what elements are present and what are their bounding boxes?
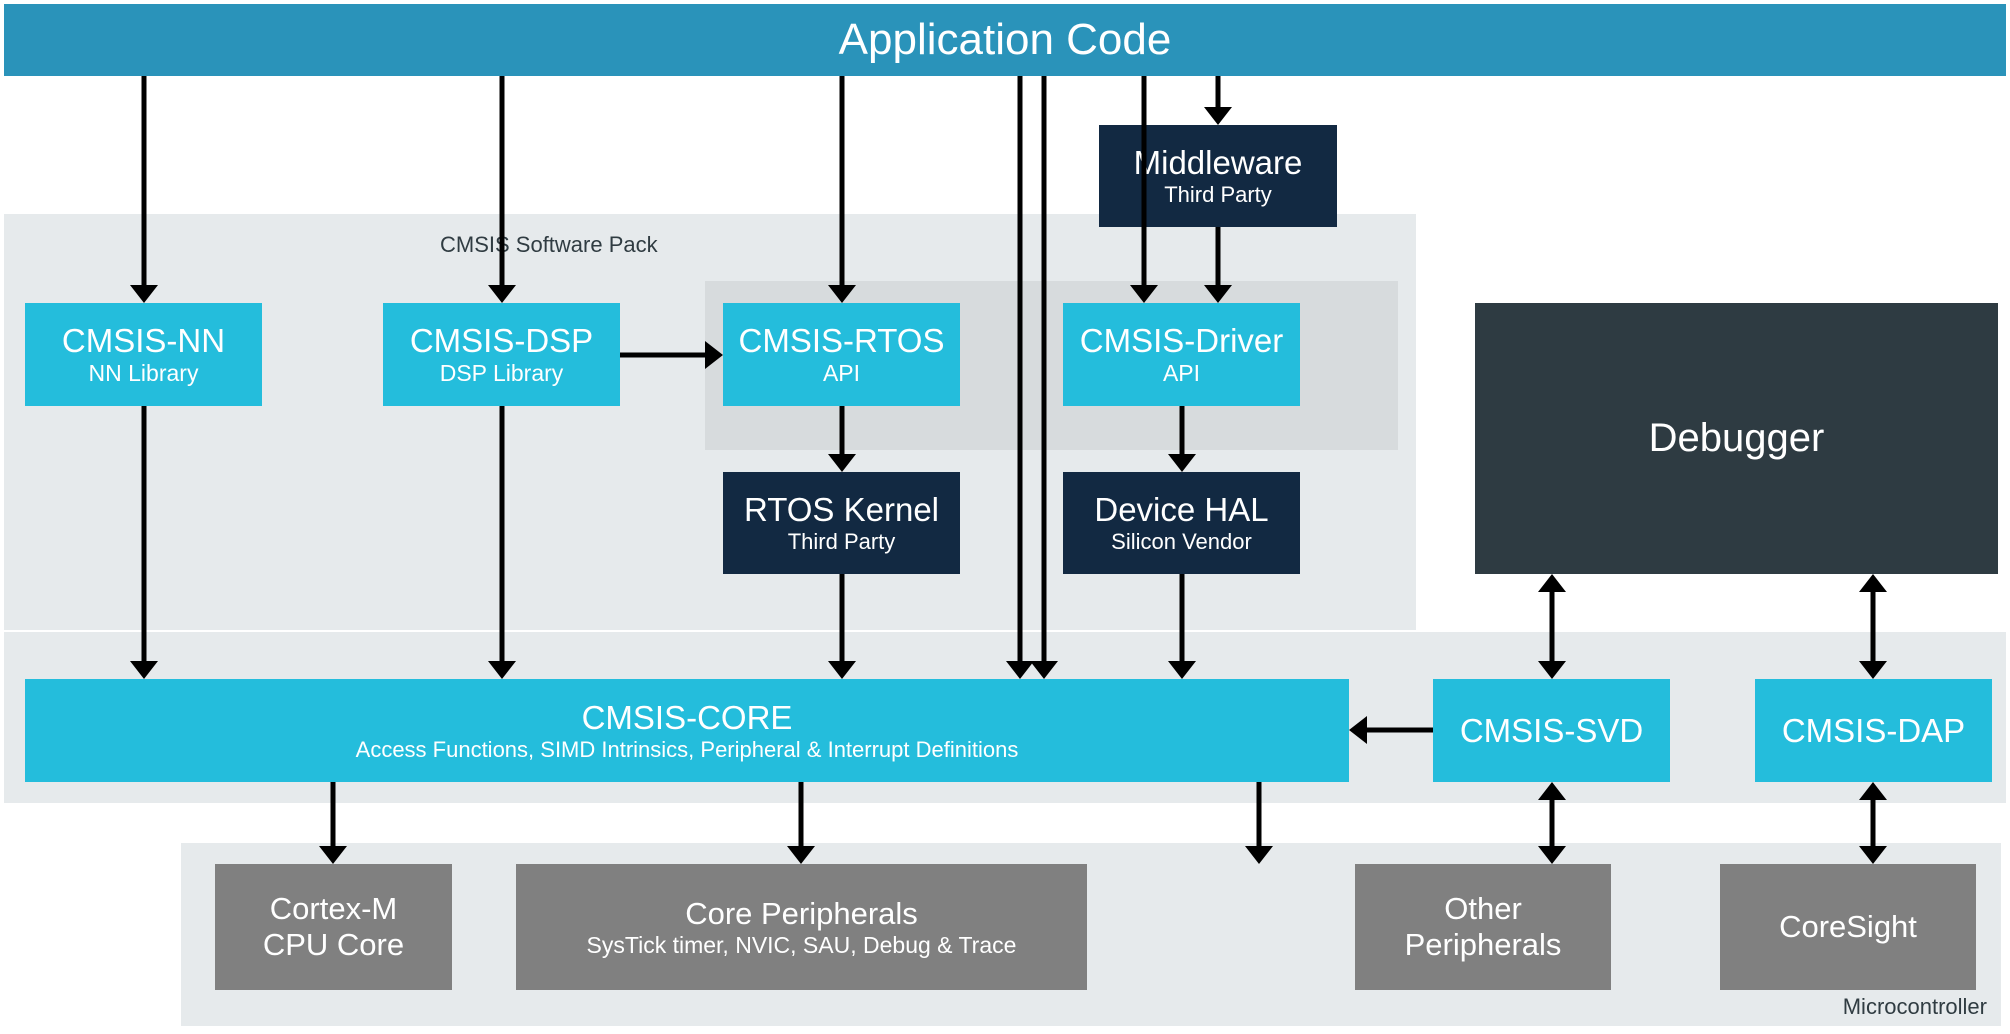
debugger-box: Debugger [1475, 303, 1998, 574]
coresight-box: CoreSight [1720, 864, 1976, 990]
cmsis-core-box: CMSIS-CORE Access Functions, SIMD Intrin… [25, 679, 1349, 782]
cmsis-pack-label: CMSIS Software Pack [440, 232, 658, 258]
cmsis-rtos-subtitle: API [823, 360, 860, 387]
cmsis-nn-subtitle: NN Library [89, 360, 199, 387]
cortex-m-box: Cortex-M CPU Core [215, 864, 452, 990]
other-peripherals-subtitle: Peripherals [1405, 927, 1562, 963]
device-hal-subtitle: Silicon Vendor [1111, 529, 1252, 555]
cmsis-core-title: CMSIS-CORE [582, 699, 793, 737]
middleware-title: Middleware [1134, 144, 1303, 182]
coresight-title: CoreSight [1779, 909, 1917, 945]
cmsis-driver-box: CMSIS-Driver API [1063, 303, 1300, 406]
other-peripherals-box: Other Peripherals [1355, 864, 1611, 990]
microcontroller-label: Microcontroller [1843, 994, 1987, 1020]
rtos-kernel-title: RTOS Kernel [744, 491, 939, 529]
rtos-kernel-subtitle: Third Party [788, 529, 896, 555]
core-peripherals-subtitle: SysTick timer, NVIC, SAU, Debug & Trace [587, 932, 1017, 959]
cmsis-svd-box: CMSIS-SVD [1433, 679, 1670, 782]
middleware-box: Middleware Third Party [1099, 125, 1337, 227]
cmsis-svd-title: CMSIS-SVD [1460, 712, 1643, 750]
cmsis-nn-title: CMSIS-NN [62, 322, 225, 360]
debugger-title: Debugger [1649, 416, 1825, 461]
cmsis-dsp-subtitle: DSP Library [440, 360, 564, 387]
device-hal-title: Device HAL [1094, 491, 1268, 529]
device-hal-box: Device HAL Silicon Vendor [1063, 472, 1300, 574]
cmsis-dap-box: CMSIS-DAP [1755, 679, 1992, 782]
cmsis-core-subtitle: Access Functions, SIMD Intrinsics, Perip… [356, 737, 1019, 763]
cmsis-rtos-box: CMSIS-RTOS API [723, 303, 960, 406]
core-peripherals-box: Core Peripherals SysTick timer, NVIC, SA… [516, 864, 1087, 990]
rtos-kernel-box: RTOS Kernel Third Party [723, 472, 960, 574]
cmsis-driver-title: CMSIS-Driver [1080, 322, 1284, 360]
middleware-subtitle: Third Party [1164, 182, 1272, 208]
cmsis-dsp-box: CMSIS-DSP DSP Library [383, 303, 620, 406]
application-code-label: Application Code [839, 15, 1172, 65]
cmsis-dap-title: CMSIS-DAP [1782, 712, 1965, 750]
core-peripherals-title: Core Peripherals [685, 896, 918, 932]
cmsis-rtos-title: CMSIS-RTOS [739, 322, 945, 360]
cmsis-dsp-title: CMSIS-DSP [410, 322, 593, 360]
cmsis-nn-box: CMSIS-NN NN Library [25, 303, 262, 406]
cmsis-driver-subtitle: API [1163, 360, 1200, 387]
cortex-m-subtitle: CPU Core [263, 927, 404, 963]
other-peripherals-title: Other [1444, 891, 1522, 927]
application-code-header: Application Code [4, 4, 2006, 76]
cortex-m-title: Cortex-M [270, 891, 397, 927]
